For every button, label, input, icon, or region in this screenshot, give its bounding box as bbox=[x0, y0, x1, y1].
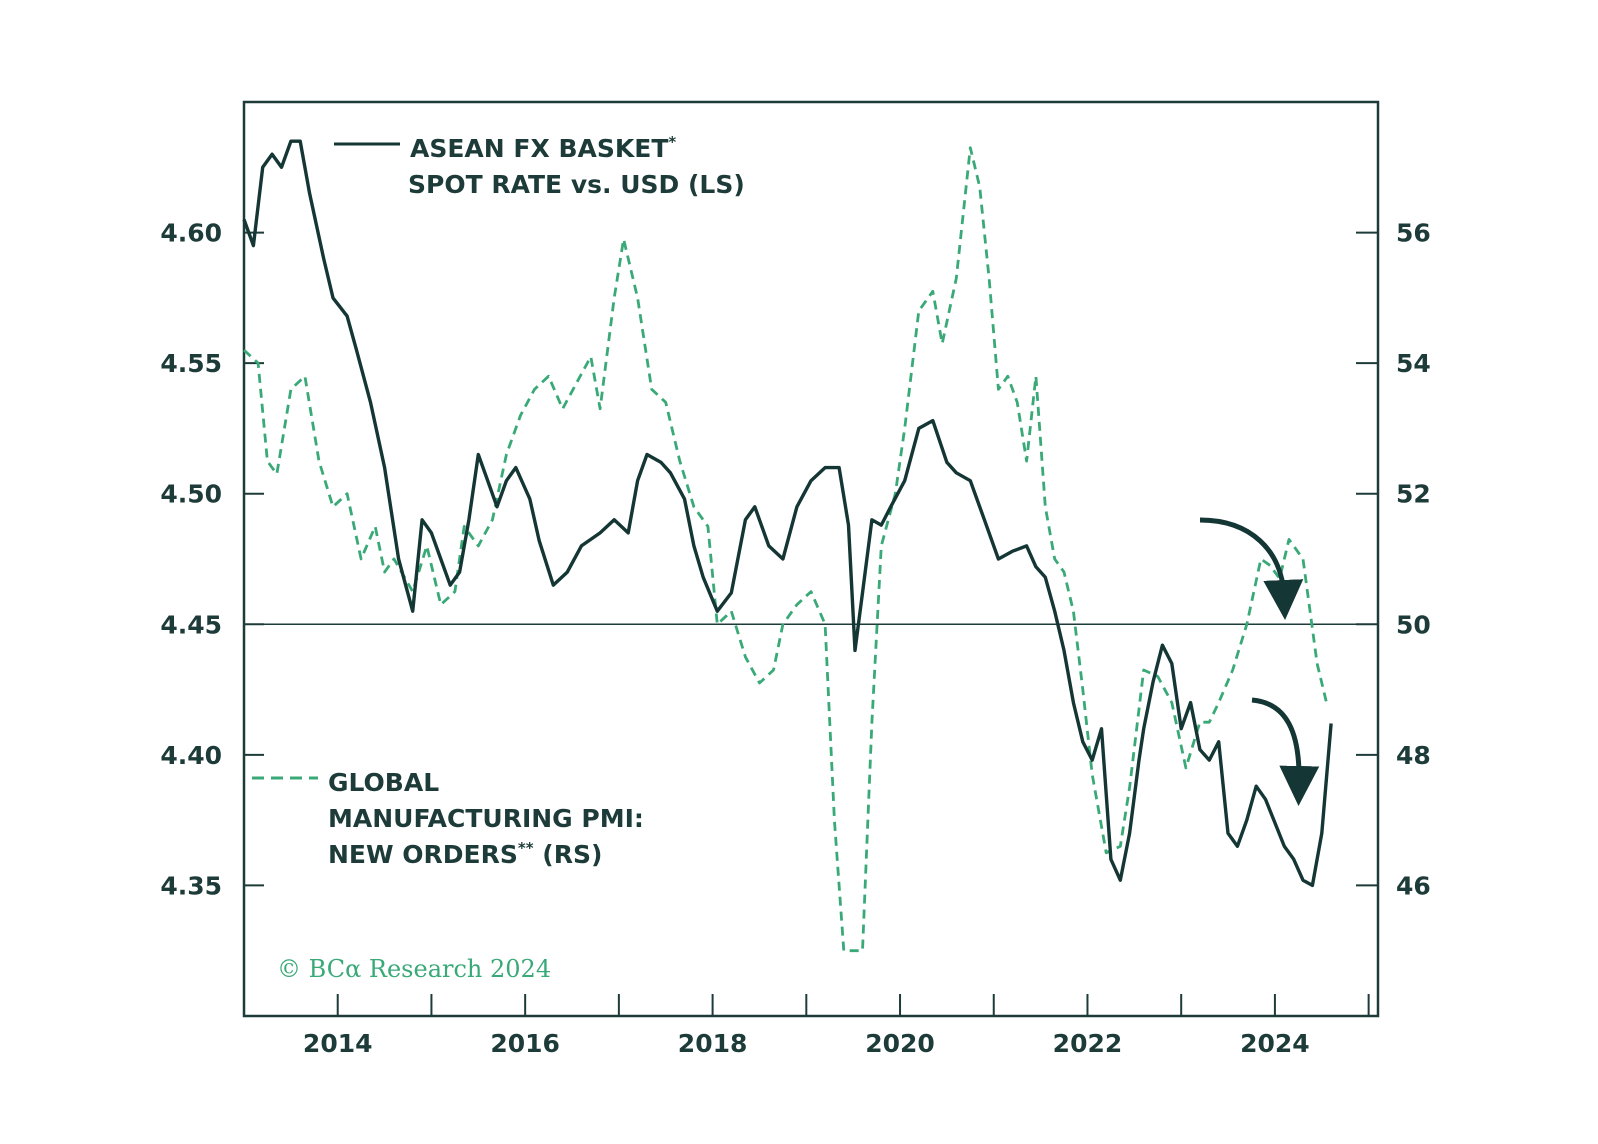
right-tick-label-4: 48 bbox=[1396, 741, 1431, 770]
right-tick-label-0: 56 bbox=[1396, 219, 1431, 248]
legend-pmi-label-line1: GLOBAL bbox=[328, 768, 439, 797]
legend-fx-label-line1: ASEAN FX BASKET* bbox=[410, 133, 676, 163]
x-tick-label-2014: 2014 bbox=[303, 1029, 373, 1058]
x-tick-label-2020: 2020 bbox=[865, 1029, 935, 1058]
pmi-new-orders-line bbox=[243, 146, 1328, 953]
right-tick-label-3: 50 bbox=[1396, 610, 1431, 639]
down-arrow-lower bbox=[1251, 697, 1320, 806]
legend-fx-label-line2: SPOT RATE vs. USD (LS) bbox=[408, 170, 745, 199]
left-tick-label-5: 4.35 bbox=[160, 871, 222, 900]
left-tick-label-4: 4.40 bbox=[160, 741, 222, 770]
left-tick-label-3: 4.45 bbox=[160, 610, 222, 639]
left-axis: 4.60 4.55 4.50 4.45 4.40 4.35 bbox=[160, 219, 264, 900]
left-tick-label-0: 4.60 bbox=[160, 219, 222, 248]
left-tick-label-1: 4.55 bbox=[160, 349, 222, 378]
x-tick-label-2016: 2016 bbox=[490, 1029, 560, 1058]
x-axis: 2014 2016 2018 2020 2022 2024 bbox=[303, 994, 1370, 1058]
legend-pmi-label-line2: MANUFACTURING PMI: bbox=[328, 804, 644, 833]
down-arrow-upper bbox=[1199, 517, 1304, 620]
asean-fx-basket-line bbox=[242, 139, 1333, 888]
x-tick-label-2018: 2018 bbox=[678, 1029, 748, 1058]
credit: © BCα Research 2024 bbox=[277, 955, 551, 983]
right-tick-label-2: 52 bbox=[1396, 480, 1431, 509]
right-tick-label-1: 54 bbox=[1396, 349, 1431, 378]
x-tick-label-2022: 2022 bbox=[1053, 1029, 1123, 1058]
left-tick-label-2: 4.50 bbox=[160, 480, 222, 509]
x-tick-label-2024: 2024 bbox=[1240, 1029, 1310, 1058]
right-axis: 56 54 52 50 48 46 bbox=[1356, 219, 1431, 900]
legend-pmi-label-line3: NEW ORDERS** (RS) bbox=[328, 839, 602, 869]
right-tick-label-5: 46 bbox=[1396, 871, 1431, 900]
plot-frame bbox=[242, 100, 1380, 1018]
